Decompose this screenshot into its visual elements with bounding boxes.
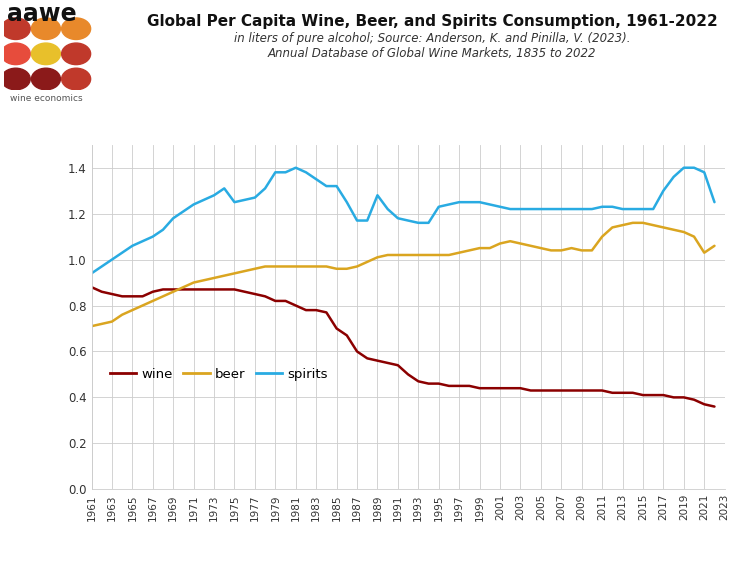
Line: wine: wine: [92, 287, 714, 406]
Circle shape: [31, 68, 61, 90]
spirits: [250, 194, 259, 201]
wine: [465, 383, 474, 390]
beer: [465, 247, 474, 254]
beer: [628, 219, 637, 226]
spirits: [710, 199, 719, 206]
Legend: wine, beer, spirits: wine, beer, spirits: [105, 362, 334, 386]
Circle shape: [31, 43, 61, 65]
wine: [700, 401, 709, 408]
spirits: [404, 217, 413, 224]
spirits: [638, 206, 647, 212]
Text: in liters of pure alcohol; Source: Anderson, K. and Pinilla, V. (2023).: in liters of pure alcohol; Source: Ander…: [234, 32, 630, 45]
Circle shape: [61, 68, 91, 90]
spirits: [475, 199, 484, 206]
beer: [710, 243, 719, 250]
wine: [87, 284, 96, 291]
spirits: [87, 270, 96, 277]
Circle shape: [1, 68, 30, 90]
wine: [710, 403, 719, 410]
beer: [638, 219, 647, 226]
wine: [250, 291, 259, 298]
Circle shape: [61, 43, 91, 65]
spirits: [209, 192, 218, 199]
Line: beer: beer: [92, 223, 714, 326]
wine: [209, 286, 218, 293]
spirits: [138, 238, 147, 245]
beer: [138, 302, 147, 309]
beer: [209, 274, 218, 281]
Circle shape: [61, 18, 91, 39]
beer: [87, 323, 96, 329]
Circle shape: [1, 18, 30, 39]
Line: spirits: spirits: [92, 168, 714, 273]
wine: [628, 389, 637, 396]
Text: Annual Database of Global Wine Markets, 1835 to 2022: Annual Database of Global Wine Markets, …: [268, 47, 596, 60]
beer: [394, 251, 403, 258]
Text: Global Per Capita Wine, Beer, and Spirits Consumption, 1961-2022: Global Per Capita Wine, Beer, and Spirit…: [146, 14, 717, 30]
Text: wine economics: wine economics: [10, 94, 82, 103]
spirits: [291, 164, 300, 171]
Text: aawe: aawe: [7, 2, 77, 26]
Circle shape: [1, 43, 30, 65]
beer: [250, 265, 259, 272]
wine: [138, 293, 147, 300]
Circle shape: [31, 18, 61, 39]
